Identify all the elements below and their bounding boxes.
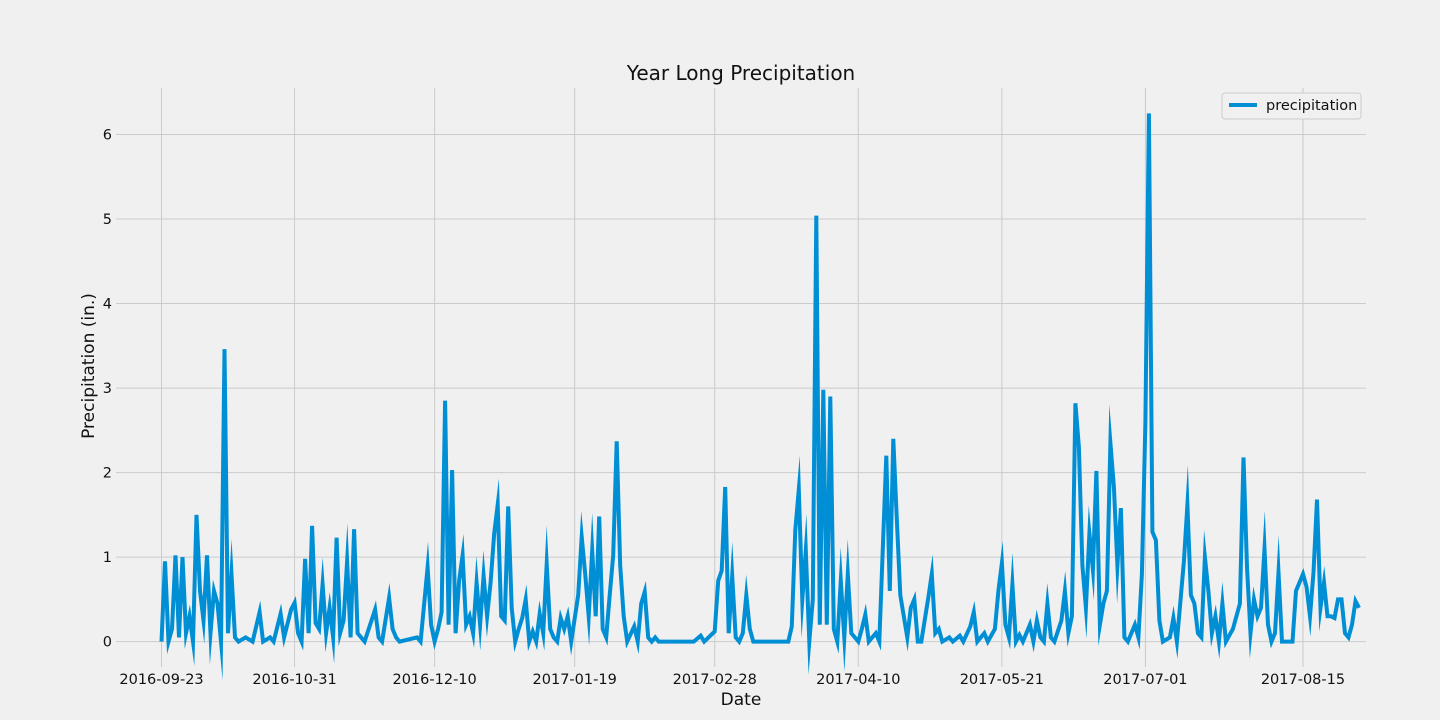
legend: precipitation xyxy=(1221,92,1362,120)
x-tick-label: 2017-02-28 xyxy=(673,672,757,688)
x-tick-label: 2017-07-01 xyxy=(1103,672,1187,688)
y-tick-label: 5 xyxy=(103,212,112,228)
axis-ticks: 0 1 2 3 4 5 6 2016-09-23 2016-10-31 2016-12-10 201… xyxy=(103,127,1345,688)
y-tick-label: 6 xyxy=(103,127,112,143)
legend-label: precipitation xyxy=(1266,98,1357,114)
y-axis-label: Precipitation (in.) xyxy=(79,293,99,439)
precipitation-line xyxy=(159,113,1361,681)
x-tick-label: 2016-12-10 xyxy=(392,672,476,688)
chart-title: Year Long Precipitation xyxy=(626,61,855,85)
y-tick-label: 2 xyxy=(103,466,112,482)
y-tick-label: 4 xyxy=(103,297,112,313)
y-tick-label: 1 xyxy=(103,550,112,566)
x-tick-label: 2016-10-31 xyxy=(252,672,336,688)
x-tick-label: 2017-01-19 xyxy=(533,672,617,688)
x-tick-label: 2016-09-23 xyxy=(119,672,203,688)
legend-box xyxy=(1221,92,1362,120)
x-axis-label: Date xyxy=(721,690,762,710)
series-group xyxy=(159,113,1361,681)
y-tick-label: 3 xyxy=(103,381,112,397)
y-tick-label: 0 xyxy=(103,635,112,651)
x-tick-label: 2017-05-21 xyxy=(960,672,1044,688)
x-tick-label: 2017-08-15 xyxy=(1261,672,1345,688)
x-tick-label: 2017-04-10 xyxy=(816,672,900,688)
